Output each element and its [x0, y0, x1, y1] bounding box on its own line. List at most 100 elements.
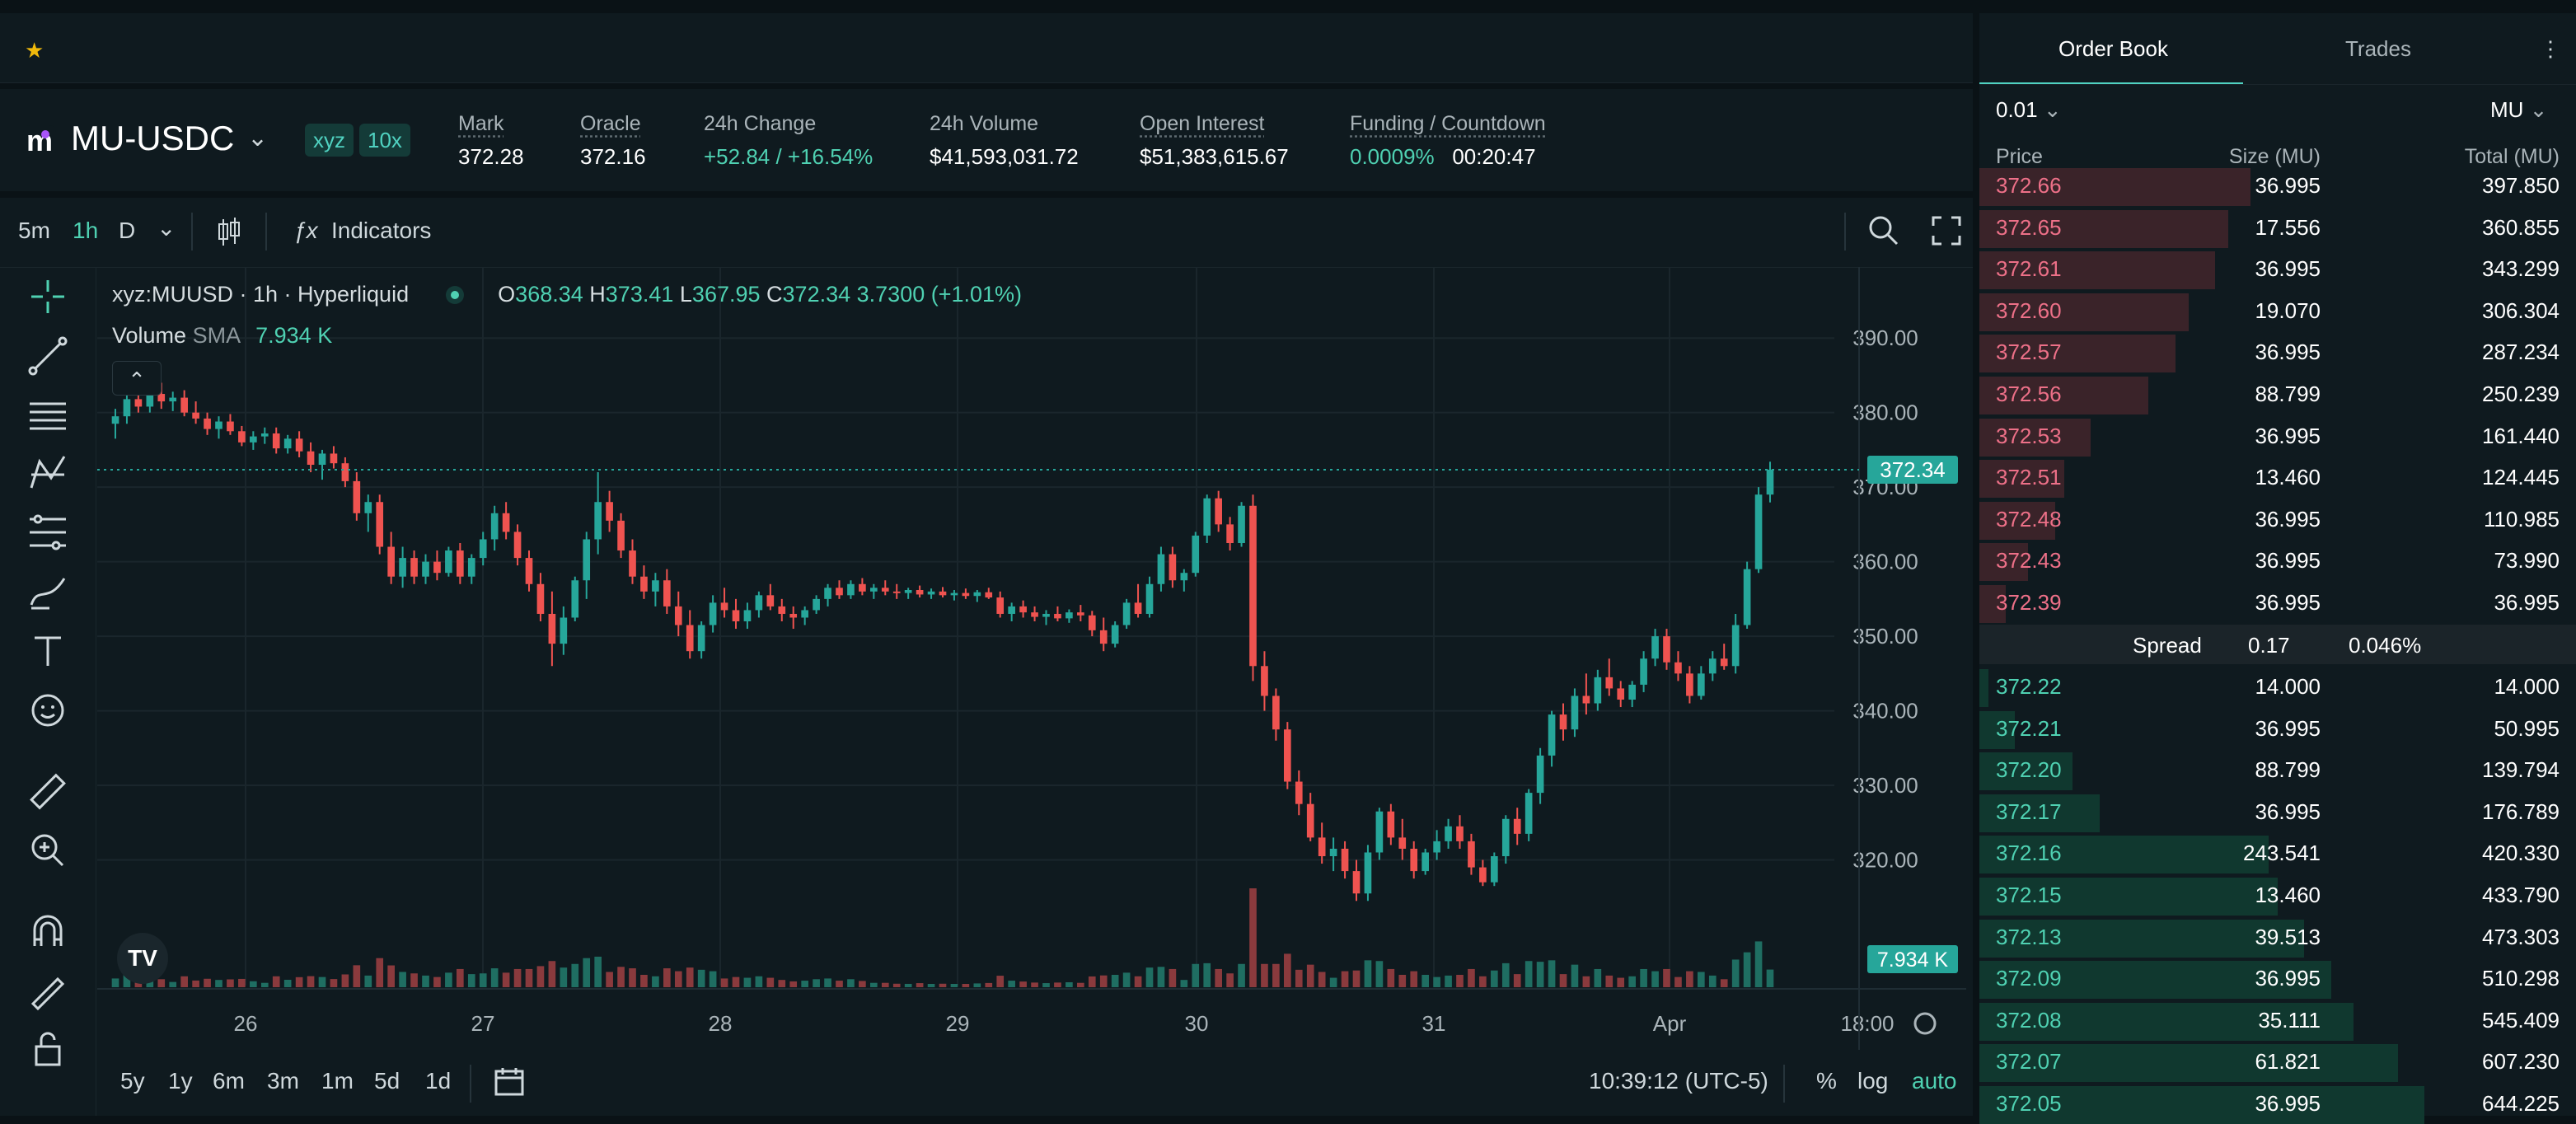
depth-bar — [1979, 460, 2064, 499]
asks-row[interactable]: 372.61 36.995 343.299 — [1979, 250, 2576, 290]
candle-body — [629, 550, 636, 577]
mark-label: Mark — [458, 112, 504, 135]
bids-row[interactable]: 372.21 36.995 50.995 — [1979, 710, 2576, 749]
range-1d[interactable]: 1d — [425, 1068, 452, 1094]
tab-trades[interactable]: Trades — [2345, 36, 2411, 61]
candle-body — [962, 592, 970, 597]
candle-body — [399, 558, 406, 577]
order-total: 607.230 — [2482, 1049, 2560, 1075]
bids-row[interactable]: 372.17 36.995 176.789 — [1979, 793, 2576, 832]
candle-body — [1594, 677, 1602, 704]
trend-line-icon[interactable] — [25, 333, 71, 379]
candle-body — [1617, 688, 1625, 700]
asks-row[interactable]: 372.48 36.995 110.985 — [1979, 500, 2576, 540]
legend-o-value: 368.34 — [515, 282, 583, 307]
bids-row[interactable]: 372.15 13.460 433.790 — [1979, 876, 2576, 916]
order-size: 19.070 — [2255, 297, 2321, 323]
bids-row[interactable]: 372.22 14.000 14.000 — [1979, 667, 2576, 707]
crosshair-icon[interactable] — [25, 274, 71, 320]
unlock-icon[interactable] — [25, 1025, 71, 1071]
draw-lock-icon[interactable] — [25, 967, 71, 1014]
volume-bar — [1169, 968, 1177, 987]
candle-body — [157, 394, 166, 402]
axis-settings-icon[interactable] — [1913, 1012, 1937, 1035]
pattern-icon[interactable] — [25, 450, 71, 496]
candle-body — [1445, 826, 1452, 841]
candle-body — [1686, 673, 1693, 696]
volume-bar — [881, 982, 889, 987]
chevron-down-icon[interactable]: ⌄ — [247, 124, 269, 152]
zoom-search-icon[interactable] — [1866, 213, 1902, 249]
tick-size-select[interactable]: 0.01 ⌄ — [1996, 97, 2062, 122]
interval-5m[interactable]: 5m — [18, 218, 50, 243]
asks-row[interactable]: 372.39 36.995 36.995 — [1979, 583, 2576, 623]
function-icon[interactable]: ƒx — [293, 218, 318, 243]
legend-l-label: L — [679, 282, 692, 307]
interval-chevron-down-icon[interactable]: ⌄ — [157, 215, 176, 241]
unit-select[interactable]: MU ⌄ — [2490, 97, 2548, 122]
fullscreen-icon[interactable] — [1930, 214, 1963, 247]
candle-body — [1674, 662, 1682, 674]
magnet-icon[interactable] — [25, 910, 71, 956]
bids-row[interactable]: 372.09 36.995 510.298 — [1979, 959, 2576, 1000]
auto-toggle[interactable]: auto — [1912, 1068, 1957, 1094]
tradingview-logo-icon[interactable]: TV — [117, 933, 168, 984]
visibility-dot-icon[interactable] — [446, 286, 465, 304]
range-1m[interactable]: 1m — [321, 1068, 354, 1094]
range-1y[interactable]: 1y — [168, 1068, 193, 1094]
fib-icon[interactable] — [25, 509, 71, 555]
asks-row[interactable]: 372.51 13.460 124.445 — [1979, 458, 2576, 499]
bids-row[interactable]: 372.16 243.541 420.330 — [1979, 834, 2576, 874]
range-5y[interactable]: 5y — [120, 1068, 145, 1094]
range-6m[interactable]: 6m — [213, 1068, 245, 1094]
volume-bar — [720, 978, 728, 987]
candle-body — [513, 532, 522, 559]
brush-icon[interactable] — [25, 569, 71, 615]
collapse-legend-button[interactable]: ⌃ — [112, 361, 162, 396]
emoji-icon[interactable] — [25, 687, 71, 733]
legend-title: xyz:MUUSD · 1h · Hyperliquid — [112, 282, 410, 307]
range-5d[interactable]: 5d — [374, 1068, 400, 1094]
bids-row[interactable]: 372.20 88.799 139.794 — [1979, 751, 2576, 791]
percent-toggle[interactable]: % — [1816, 1068, 1837, 1094]
order-size: 17.556 — [2255, 214, 2321, 240]
indicators-button[interactable]: Indicators — [331, 218, 432, 243]
horizontal-lines-icon[interactable] — [25, 392, 71, 438]
interval-d[interactable]: D — [119, 218, 136, 243]
asks-row[interactable]: 372.57 36.995 287.234 — [1979, 333, 2576, 373]
volume-bar — [1410, 971, 1418, 987]
price-chart[interactable]: 390.00380.00370.00360.00350.00340.00330.… — [97, 267, 1973, 1050]
candle-body — [1398, 837, 1407, 849]
asks-row[interactable]: 372.60 19.070 306.304 — [1979, 292, 2576, 331]
volume-bar — [916, 983, 924, 987]
bids-row[interactable]: 372.08 35.111 545.409 — [1979, 1001, 2576, 1041]
order-total: 50.995 — [2494, 715, 2560, 741]
tab-order-book[interactable]: Order Book — [2058, 36, 2168, 61]
bids-row[interactable]: 372.13 39.513 473.303 — [1979, 918, 2576, 958]
log-toggle[interactable]: log — [1857, 1068, 1889, 1094]
volume-bar — [1525, 961, 1533, 987]
bids-row[interactable]: 372.05 36.995 644.225 — [1979, 1084, 2576, 1124]
interval-1h[interactable]: 1h — [73, 218, 99, 243]
ruler-icon[interactable] — [25, 770, 71, 816]
asks-row[interactable]: 372.53 36.995 161.440 — [1979, 417, 2576, 457]
star-icon[interactable]: ★ — [25, 38, 44, 63]
asks-row[interactable]: 372.66 36.995 397.850 — [1979, 166, 2576, 206]
candle-body — [617, 520, 625, 551]
asks-row[interactable]: 372.56 88.799 250.239 — [1979, 375, 2576, 414]
more-options-icon[interactable]: ⋮ — [2540, 36, 2561, 61]
zoom-in-icon[interactable] — [25, 827, 71, 873]
asks-row[interactable]: 372.65 17.556 360.855 — [1979, 208, 2576, 248]
candles-icon[interactable] — [216, 216, 242, 249]
candle-body — [1571, 695, 1579, 730]
volume-bar — [962, 984, 970, 987]
calendar-icon[interactable] — [493, 1065, 526, 1098]
text-icon[interactable] — [25, 628, 71, 674]
candle-body — [973, 592, 981, 597]
asks-row[interactable]: 372.43 36.995 73.990 — [1979, 541, 2576, 582]
depth-bar — [1979, 919, 2304, 958]
bids-row[interactable]: 372.07 61.821 607.230 — [1979, 1042, 2576, 1083]
funding-label: Funding / Countdown — [1350, 112, 1546, 135]
range-3m[interactable]: 3m — [267, 1068, 299, 1094]
market-symbol[interactable]: MU-USDC — [71, 119, 235, 157]
